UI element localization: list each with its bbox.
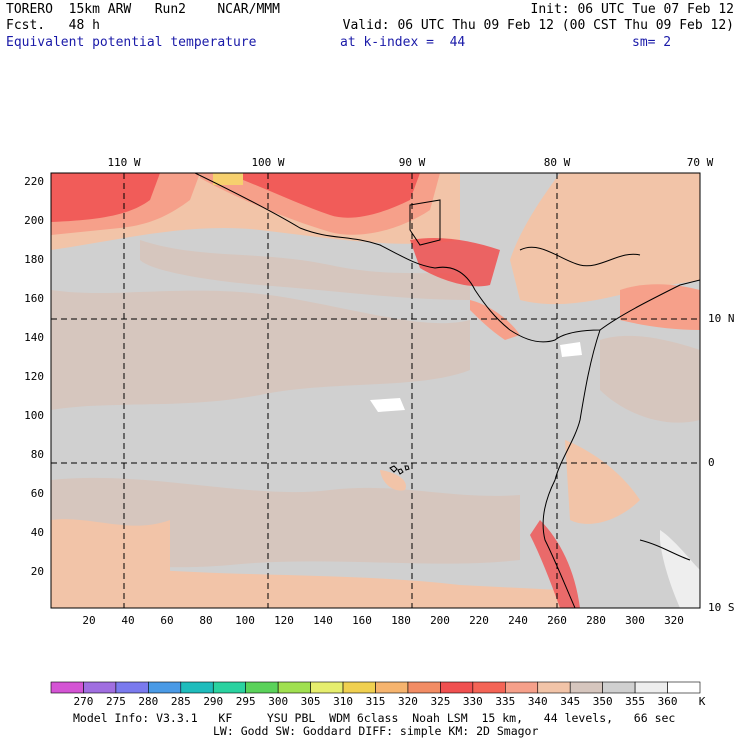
x-tick: 140 bbox=[313, 614, 333, 627]
colorbar-swatch bbox=[667, 681, 701, 694]
y-tick: 40 bbox=[31, 526, 44, 539]
x-tick: 200 bbox=[430, 614, 450, 627]
lon-label: 90 W bbox=[399, 156, 426, 169]
y-tick: 220 bbox=[24, 175, 44, 188]
colorbar-swatch bbox=[212, 681, 247, 694]
colorbar-label: 355 bbox=[625, 695, 645, 708]
colorbar-label: 300 bbox=[268, 695, 288, 708]
lon-label: 100 W bbox=[251, 156, 284, 169]
x-tick: 180 bbox=[391, 614, 411, 627]
map-field bbox=[51, 173, 700, 608]
colorbar-swatch bbox=[537, 681, 571, 694]
field-name: Equivalent potential temperature bbox=[6, 35, 257, 50]
colorbar-label: 360 bbox=[658, 695, 678, 708]
colorbar-label: 290 bbox=[203, 695, 223, 708]
smoothing-info: sm= 2 bbox=[632, 35, 672, 50]
colorbar-label: 315 bbox=[366, 695, 386, 708]
y-tick: 120 bbox=[24, 370, 44, 383]
colorbar-swatch bbox=[83, 681, 117, 694]
y-tick: 80 bbox=[31, 448, 44, 461]
x-tick: 60 bbox=[160, 614, 173, 627]
lat-label: 10 N bbox=[708, 312, 735, 325]
y-tick: 160 bbox=[24, 292, 44, 305]
y-tick: 140 bbox=[24, 331, 44, 344]
colorbar-label: 280 bbox=[138, 695, 158, 708]
forecast-hour: Fcst. 48 h bbox=[6, 18, 100, 33]
lon-label: 110 W bbox=[107, 156, 140, 169]
colorbar-swatch bbox=[115, 681, 149, 694]
colorbar-swatch bbox=[180, 681, 214, 694]
graticule bbox=[51, 173, 700, 608]
colorbar-label: 330 bbox=[463, 695, 483, 708]
colorbar: 270 275 280 285 290 295 300 305 310 315 320 325 330 3… bbox=[50, 681, 701, 708]
colorbar-swatch bbox=[148, 681, 182, 694]
colorbar-swatch bbox=[375, 681, 409, 694]
colorbar-label: 270 bbox=[74, 695, 94, 708]
colorbar-swatch bbox=[245, 681, 279, 694]
x-tick: 40 bbox=[121, 614, 134, 627]
colorbar-label: 285 bbox=[171, 695, 191, 708]
model-title: TORERO 15km ARW Run2 NCAR/MMM bbox=[6, 2, 280, 17]
x-tick: 300 bbox=[625, 614, 645, 627]
model-info: Model Info: V3.3.1 KF YSU PBL WDM 6class… bbox=[73, 711, 676, 725]
colorbar-unit: K bbox=[699, 695, 706, 708]
colorbar-label: 305 bbox=[301, 695, 321, 708]
colorbar-swatch bbox=[342, 681, 376, 694]
x-tick: 220 bbox=[469, 614, 489, 627]
colorbar-swatch bbox=[310, 681, 344, 694]
x-tick: 260 bbox=[547, 614, 567, 627]
physics-info: LW: Godd SW: Goddard DIFF: simple KM: 2D… bbox=[213, 724, 539, 738]
colorbar-swatch bbox=[50, 681, 84, 694]
colorbar-label: 345 bbox=[560, 695, 580, 708]
colorbar-label: 340 bbox=[528, 695, 548, 708]
colorbar-swatch bbox=[634, 681, 668, 694]
colorbar-swatch bbox=[569, 681, 603, 694]
y-tick: 20 bbox=[31, 565, 44, 578]
colorbar-swatch bbox=[277, 681, 311, 694]
colorbar-label: 295 bbox=[236, 695, 256, 708]
coastlines bbox=[194, 173, 700, 608]
colorbar-swatch bbox=[440, 681, 474, 694]
x-tick: 20 bbox=[82, 614, 95, 627]
colorbar-label: 310 bbox=[333, 695, 353, 708]
init-time: Init: 06 UTC Tue 07 Feb 12 bbox=[530, 2, 735, 17]
colorbar-label: 320 bbox=[398, 695, 418, 708]
colorbar-swatch bbox=[472, 681, 506, 694]
lon-label: 70 W bbox=[687, 156, 714, 169]
x-tick: 100 bbox=[235, 614, 255, 627]
lat-label: 0 bbox=[708, 456, 715, 469]
colorbar-label: 325 bbox=[430, 695, 450, 708]
valid-time: Valid: 06 UTC Thu 09 Feb 12 (00 CST Thu … bbox=[342, 18, 734, 33]
colorbar-label: 275 bbox=[106, 695, 126, 708]
colorbar-label: 350 bbox=[593, 695, 613, 708]
y-tick: 200 bbox=[24, 214, 44, 227]
x-tick: 80 bbox=[199, 614, 212, 627]
colorbar-swatch bbox=[504, 681, 539, 694]
x-tick: 120 bbox=[274, 614, 294, 627]
colorbar-swatch bbox=[407, 681, 441, 694]
level-info: at k-index = 44 bbox=[340, 35, 466, 50]
y-tick: 60 bbox=[31, 487, 44, 500]
x-tick: 280 bbox=[586, 614, 606, 627]
y-tick: 180 bbox=[24, 253, 44, 266]
colorbar-label: 335 bbox=[495, 695, 515, 708]
y-tick: 100 bbox=[24, 409, 44, 422]
colorbar-swatch bbox=[602, 681, 636, 694]
x-tick: 320 bbox=[664, 614, 684, 627]
x-tick: 160 bbox=[352, 614, 372, 627]
lat-label: 10 S bbox=[708, 601, 735, 614]
x-tick: 240 bbox=[508, 614, 528, 627]
lon-label: 80 W bbox=[544, 156, 571, 169]
